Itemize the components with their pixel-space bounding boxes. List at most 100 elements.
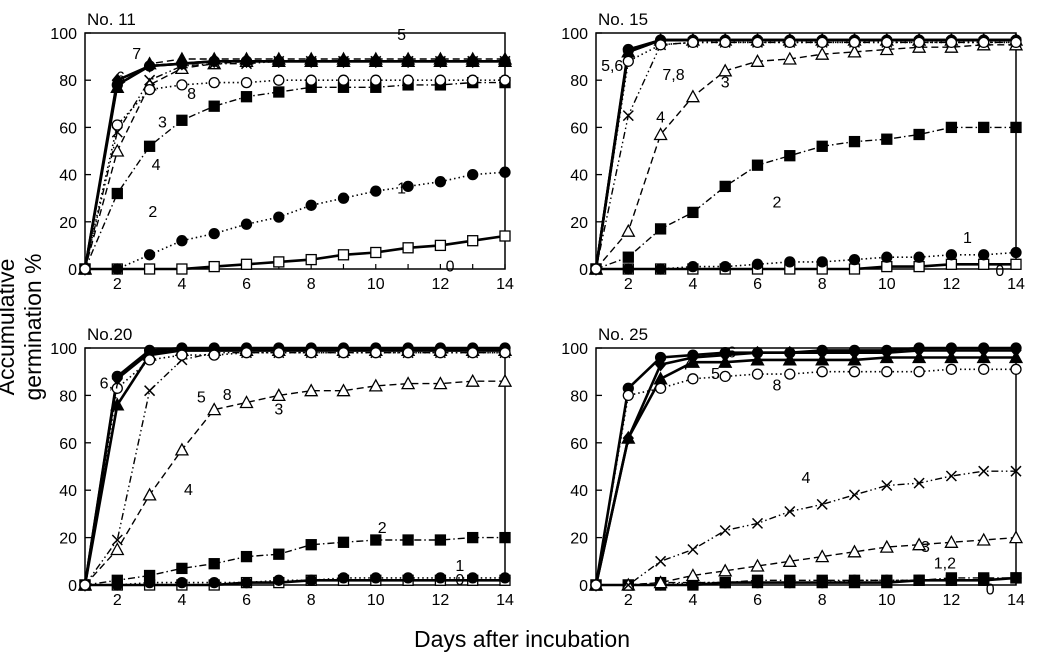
data-point: [816, 574, 828, 586]
data-point: [848, 366, 861, 378]
data-point: [79, 579, 91, 591]
data-point: [621, 223, 636, 237]
data-point: [784, 345, 796, 360]
data-point: [144, 385, 156, 397]
data-point: [467, 347, 479, 359]
data-point: [337, 572, 350, 584]
data-point: [207, 402, 222, 416]
y-tick-label: 60: [59, 436, 77, 453]
panel-title: No. 15: [598, 10, 648, 29]
data-point: [784, 256, 796, 268]
curve-label: 5: [197, 390, 206, 407]
data-point: [143, 59, 156, 73]
data-point: [654, 39, 667, 51]
data-point: [79, 263, 91, 275]
data-point: [273, 574, 285, 586]
data-point: [848, 263, 861, 275]
data-point: [497, 373, 513, 387]
data-point: [499, 54, 511, 69]
data-point: [945, 470, 957, 482]
data-point: [370, 185, 382, 197]
data-point: [337, 536, 350, 548]
series-line-1: [85, 171, 506, 270]
curve-label: 3: [274, 401, 283, 418]
data-point: [337, 74, 350, 86]
data-point: [978, 258, 990, 270]
data-point: [719, 370, 731, 383]
data-point: [143, 83, 156, 96]
data-point: [305, 199, 317, 211]
data-point: [370, 54, 382, 69]
series-line-3: [84, 380, 505, 586]
data-point: [111, 382, 123, 394]
data-point: [881, 574, 893, 586]
data-point: [370, 572, 382, 584]
data-point: [1010, 363, 1022, 375]
data-point: [913, 477, 925, 489]
data-point: [499, 230, 511, 242]
y-tick-label: 60: [570, 120, 588, 137]
data-point: [240, 576, 253, 589]
data-point: [370, 347, 382, 359]
data-point: [815, 46, 830, 60]
series-line-3: [595, 44, 1016, 270]
data-point: [1010, 572, 1022, 584]
y-tick-label: 100: [561, 341, 588, 358]
curve-label: 1: [455, 558, 464, 575]
data-point: [1010, 343, 1022, 358]
data-point: [590, 579, 602, 591]
data-point: [402, 242, 414, 254]
data-point: [110, 143, 125, 157]
data-point: [305, 539, 317, 551]
curve-label: 0: [986, 582, 995, 599]
curve-label: 2: [772, 195, 781, 212]
data-point: [751, 36, 764, 49]
data-point: [176, 263, 188, 275]
curve-label: 0: [446, 258, 455, 275]
x-tick-label: 14: [1007, 592, 1025, 609]
y-tick-label: 0: [68, 262, 77, 279]
series-2: [590, 121, 1022, 275]
data-point: [240, 347, 253, 359]
data-point: [1010, 36, 1022, 49]
series-3: [77, 373, 513, 591]
data-point: [816, 498, 828, 510]
curve-label: 7,8: [662, 67, 684, 84]
x-tick-label: 4: [688, 276, 697, 293]
curve-label: 4: [184, 482, 193, 499]
series-7: [79, 54, 511, 276]
data-point: [784, 368, 796, 380]
x-tick-label: 10: [367, 592, 385, 609]
data-point: [816, 140, 828, 152]
panel-title: No.20: [87, 325, 132, 344]
data-point: [499, 74, 511, 86]
data-point: [751, 159, 764, 171]
data-point: [881, 479, 893, 492]
data-point: [240, 54, 253, 69]
x-tick-label: 10: [367, 276, 385, 293]
y-tick-label: 80: [59, 388, 77, 405]
data-point: [913, 343, 925, 358]
data-point: [944, 534, 959, 548]
data-point: [719, 524, 731, 537]
y-tick-label: 20: [59, 531, 77, 548]
curve-label: 4: [656, 110, 665, 127]
data-point: [784, 505, 796, 518]
curve-label: 4: [152, 157, 161, 174]
data-point: [174, 442, 189, 456]
data-point: [655, 555, 667, 567]
series-8: [590, 36, 1022, 275]
x-tick-label: 8: [307, 592, 316, 609]
x-tick-label: 12: [942, 276, 960, 293]
curve-label: 1: [397, 181, 406, 198]
series-line-8: [595, 41, 1016, 270]
curve-label: 2: [378, 520, 387, 537]
data-point: [208, 349, 220, 361]
data-point: [370, 534, 382, 546]
series-line-3: [596, 536, 1017, 586]
data-point: [499, 572, 511, 584]
data-point: [978, 36, 990, 49]
y-tick-label: 100: [561, 26, 588, 43]
